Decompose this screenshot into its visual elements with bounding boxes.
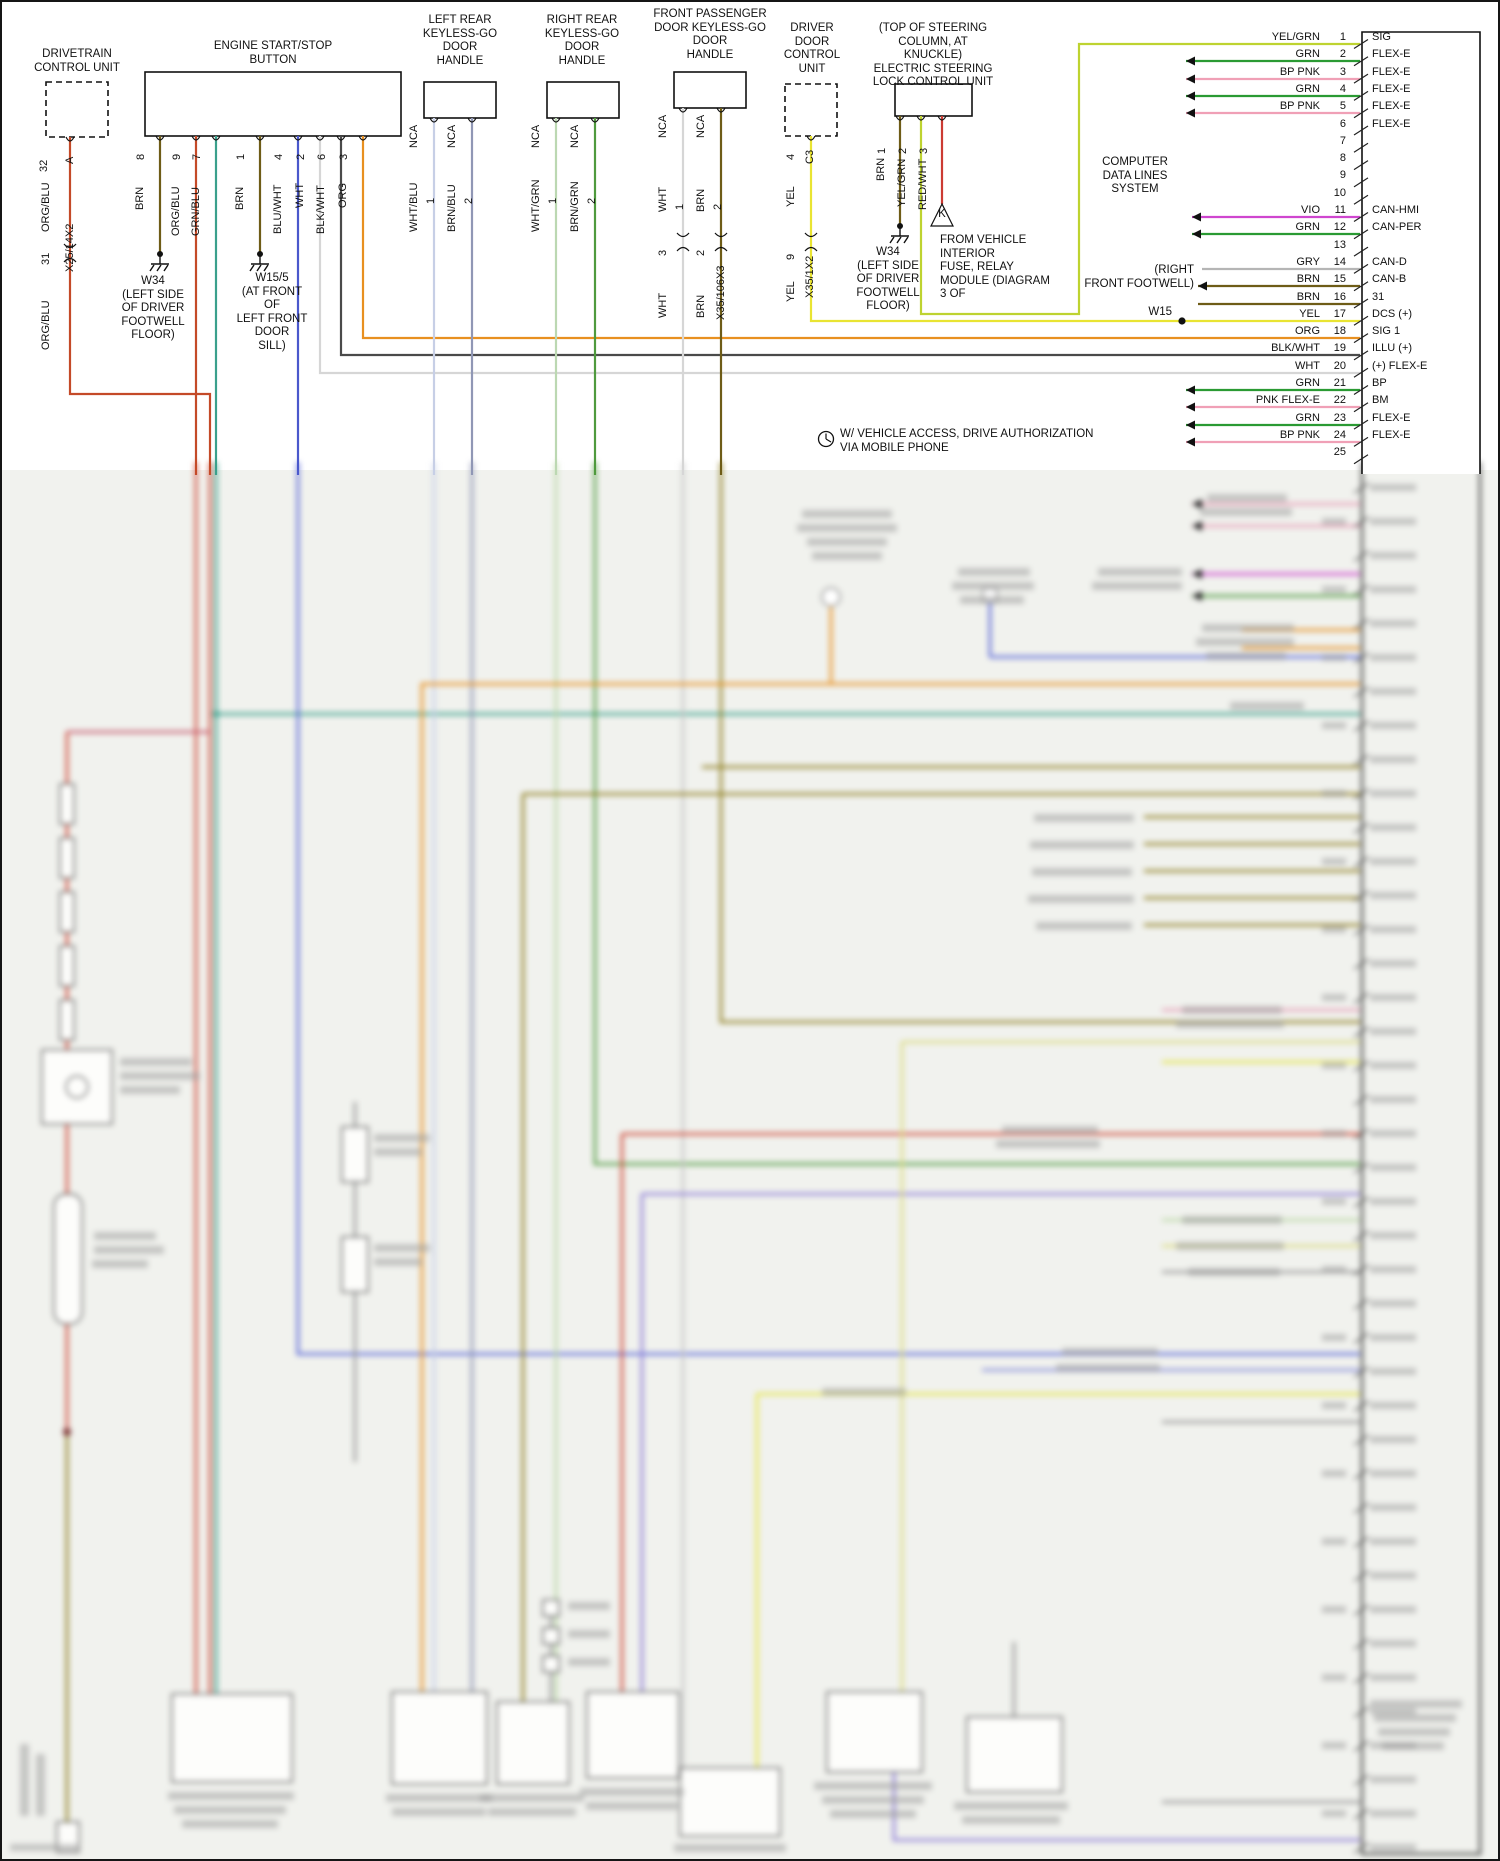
connector-row: YEL/GRN 1 SIG	[2, 31, 1498, 45]
connector-row: GRN 4 FLEX-E	[2, 83, 1498, 97]
terminal-label: CAN-PER	[1372, 221, 1474, 233]
connector-row: 13	[2, 239, 1498, 253]
pin-number: 25	[1324, 446, 1346, 458]
wire-color-label: GRN	[1152, 83, 1320, 95]
terminal-label: FLEX-E	[1372, 48, 1474, 60]
pin-number: 21	[1324, 377, 1346, 389]
pin-number: 18	[1324, 325, 1346, 337]
connector-row: GRN 21 BP	[2, 377, 1498, 391]
terminal-label: (+) FLEX-E	[1372, 360, 1474, 372]
terminal-label: DCS (+)	[1372, 308, 1474, 320]
terminal-label: CAN-D	[1372, 256, 1474, 268]
connector-row: BRN 16 31	[2, 291, 1498, 305]
connector-row: 25	[2, 446, 1498, 460]
pin-number: 9	[1324, 169, 1346, 181]
terminal-label: FLEX-E	[1372, 66, 1474, 78]
pin-number: 17	[1324, 308, 1346, 320]
pin-number: 8	[1324, 152, 1346, 164]
connector-row: BLK/WHT 19 ILLU (+)	[2, 342, 1498, 356]
connector-row: GRN 23 FLEX-E	[2, 412, 1498, 426]
connector-row: BP PNK 5 FLEX-E	[2, 100, 1498, 114]
wire-color-label: VIO	[1152, 204, 1320, 216]
wire-color-label: BRN	[1152, 291, 1320, 303]
wire-color-label: GRN	[1152, 377, 1320, 389]
pin-number: 12	[1324, 221, 1346, 233]
wire-color-label: BP PNK	[1152, 100, 1320, 112]
pin-number: 15	[1324, 273, 1346, 285]
pin-number: 19	[1324, 342, 1346, 354]
connector-row: BP PNK 3 FLEX-E	[2, 66, 1498, 80]
pin-number: 5	[1324, 100, 1346, 112]
connector-row: YEL 17 DCS (+)	[2, 308, 1498, 322]
wire-color-label: GRN	[1152, 48, 1320, 60]
terminal-label: SIG 1	[1372, 325, 1474, 337]
wire-color-label: ORG	[1152, 325, 1320, 337]
pin-number: 22	[1324, 394, 1346, 406]
connector-row: 6 FLEX-E	[2, 118, 1498, 132]
terminal-label: CAN-B	[1372, 273, 1474, 285]
wire-color-label: RED/WHT	[917, 159, 929, 210]
wire-color-label: BLK/WHT	[1152, 342, 1320, 354]
pin-number: 10	[1324, 187, 1346, 199]
connector-row: BP PNK 24 FLEX-E	[2, 429, 1498, 443]
pin-number: 20	[1324, 360, 1346, 372]
terminal-label: FLEX-E	[1372, 429, 1474, 441]
connector-row: GRN 12 CAN-PER	[2, 221, 1498, 235]
pin-number: 14	[1324, 256, 1346, 268]
terminal-label: FLEX-E	[1372, 412, 1474, 424]
connector-row: 8	[2, 152, 1498, 166]
connector-row: 10	[2, 187, 1498, 201]
pin-number: 23	[1324, 412, 1346, 424]
connector-row: GRN 2 FLEX-E	[2, 48, 1498, 62]
wire-color-label: GRN	[1152, 221, 1320, 233]
connector-row: 7	[2, 135, 1498, 149]
pin-number: 1	[1324, 31, 1346, 43]
wire-color-label: WHT	[1152, 360, 1320, 372]
terminal-label: SIG	[1372, 31, 1474, 43]
pin-number: 16	[1324, 291, 1346, 303]
wire-color-label: GRY	[1152, 256, 1320, 268]
connector-row: BRN 15 CAN-B	[2, 273, 1498, 287]
connector-row: ORG 18 SIG 1	[2, 325, 1498, 339]
terminal-label: BM	[1372, 394, 1474, 406]
wire-color-label: GRN	[1152, 412, 1320, 424]
wire-color-label: BRN	[1152, 273, 1320, 285]
pin-number: 13	[1324, 239, 1346, 251]
pin-number: 3	[1324, 66, 1346, 78]
wire-color-label: BP PNK	[1152, 429, 1320, 441]
pin-number: 11	[1324, 204, 1346, 216]
terminal-label: ILLU (+)	[1372, 342, 1474, 354]
wiring-diagram: DRIVETRAIN CONTROL UNIT ENGINE START/STO…	[0, 0, 1500, 1861]
connector-row: 9	[2, 169, 1498, 183]
terminal-label: FLEX-E	[1372, 83, 1474, 95]
connector-row: WHT 20 (+) FLEX-E	[2, 360, 1498, 374]
terminal-label: FLEX-E	[1372, 100, 1474, 112]
pin-number: 2	[1324, 48, 1346, 60]
terminal-label: FLEX-E	[1372, 118, 1474, 130]
pin-number: 6	[1324, 118, 1346, 130]
connector-row: PNK FLEX-E 22 BM	[2, 394, 1498, 408]
pin-number: 7	[1324, 135, 1346, 147]
wire-color-label: YEL/GRN	[1152, 31, 1320, 43]
wire-color-label: PNK FLEX-E	[1152, 394, 1320, 406]
connector-row: GRY 14 CAN-D	[2, 256, 1498, 270]
connector-row: VIO 11 CAN-HMI	[2, 204, 1498, 218]
terminal-label: BP	[1372, 377, 1474, 389]
pin-number: 24	[1324, 429, 1346, 441]
wire-color-label: BP PNK	[1152, 66, 1320, 78]
wire-color-label: YEL	[1152, 308, 1320, 320]
terminal-label: CAN-HMI	[1372, 204, 1474, 216]
pin-number: 4	[1324, 83, 1346, 95]
terminal-label: 31	[1372, 291, 1474, 303]
